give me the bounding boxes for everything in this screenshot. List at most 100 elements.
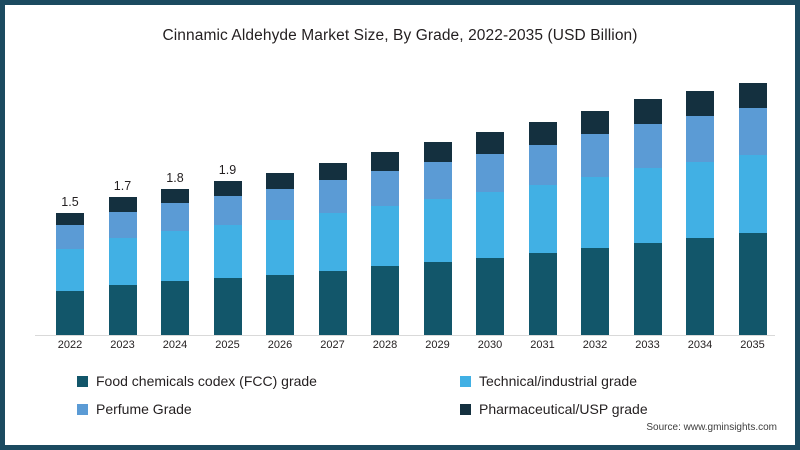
legend-label: Pharmaceutical/USP grade xyxy=(479,401,648,417)
bar-segment[interactable] xyxy=(423,261,452,335)
bar-group[interactable]: 1.9 xyxy=(213,163,242,335)
x-tick-2033: 2033 xyxy=(635,339,660,351)
bar-segment[interactable] xyxy=(266,188,294,220)
bar-value-label: 1.9 xyxy=(218,162,237,177)
bar-segment[interactable] xyxy=(161,188,189,204)
bar-segment[interactable] xyxy=(318,213,347,271)
bar-segment[interactable] xyxy=(633,123,662,169)
bar-group[interactable]: 1.5 xyxy=(56,195,84,335)
bar-segment[interactable] xyxy=(213,180,242,197)
bar-segment[interactable] xyxy=(686,115,714,162)
bar-segment[interactable] xyxy=(371,265,399,335)
bar-segment[interactable] xyxy=(423,161,452,199)
x-tick-2034: 2034 xyxy=(687,339,713,351)
legend-item[interactable]: Perfume Grade xyxy=(77,401,192,417)
bar-segment[interactable] xyxy=(213,196,242,226)
x-tick-2030: 2030 xyxy=(477,339,503,351)
bar-segment[interactable] xyxy=(108,284,137,335)
x-tick-2025: 2025 xyxy=(215,339,240,351)
bar-segment[interactable] xyxy=(528,122,557,145)
bar-stack xyxy=(686,91,714,335)
bar-group[interactable] xyxy=(476,131,504,335)
bar-segment[interactable] xyxy=(633,99,662,124)
bar-group[interactable] xyxy=(528,122,557,335)
bar-group[interactable]: 1.8 xyxy=(161,171,189,335)
bar-stack xyxy=(476,131,504,335)
bar-group[interactable] xyxy=(318,162,347,335)
bar-group[interactable] xyxy=(581,110,609,335)
bar-segment[interactable] xyxy=(476,131,504,154)
bar-segment[interactable] xyxy=(738,155,767,234)
bar-segment[interactable] xyxy=(528,184,557,253)
bar-segment[interactable] xyxy=(423,198,452,262)
bar-segment[interactable] xyxy=(56,291,84,335)
legend-item[interactable]: Pharmaceutical/USP grade xyxy=(460,401,648,417)
bar-stack xyxy=(56,213,84,335)
bar-stack xyxy=(423,141,452,335)
bar-stack xyxy=(371,152,399,335)
bar-segment[interactable] xyxy=(738,83,767,108)
bar-segment[interactable] xyxy=(581,134,609,177)
bar-stack xyxy=(318,162,347,335)
x-tick-2029: 2029 xyxy=(425,339,450,351)
bar-segment[interactable] xyxy=(266,172,294,189)
x-tick-2031: 2031 xyxy=(530,339,555,351)
bar-segment[interactable] xyxy=(476,153,504,192)
bar-segment[interactable] xyxy=(581,110,609,135)
bar-segment[interactable] xyxy=(476,192,504,258)
bar-segment[interactable] xyxy=(266,219,294,275)
bar-stack xyxy=(213,180,242,335)
bar-segment[interactable] xyxy=(266,274,294,335)
bar-segment[interactable] xyxy=(686,161,714,239)
bar-segment[interactable] xyxy=(476,257,504,335)
bar-segment[interactable] xyxy=(738,107,767,156)
bar-group[interactable] xyxy=(738,83,767,335)
bar-segment[interactable] xyxy=(686,238,714,335)
bar-group[interactable] xyxy=(633,99,662,335)
legend-item[interactable]: Technical/industrial grade xyxy=(460,373,637,389)
legend-item[interactable]: Food chemicals codex (FCC) grade xyxy=(77,373,317,389)
bar-segment[interactable] xyxy=(738,233,767,335)
bar-segment[interactable] xyxy=(686,91,714,116)
bar-segment[interactable] xyxy=(108,211,137,238)
bar-segment[interactable] xyxy=(213,225,242,279)
bar-segment[interactable] xyxy=(161,203,189,231)
bar-group[interactable] xyxy=(266,172,294,335)
bar-segment[interactable] xyxy=(161,231,189,282)
bar-segment[interactable] xyxy=(108,196,137,212)
bar-segment[interactable] xyxy=(318,179,347,214)
x-tick-2022: 2022 xyxy=(57,339,83,351)
bar-stack xyxy=(161,188,189,335)
x-axis-line xyxy=(35,335,775,336)
bar-segment[interactable] xyxy=(213,278,242,335)
bar-segment[interactable] xyxy=(108,237,137,285)
legend-label: Technical/industrial grade xyxy=(479,373,637,389)
x-tick-2032: 2032 xyxy=(582,339,608,351)
bar-segment[interactable] xyxy=(371,152,399,171)
bar-segment[interactable] xyxy=(581,248,609,335)
bar-segment[interactable] xyxy=(56,225,84,249)
bar-group[interactable] xyxy=(686,91,714,335)
bar-segment[interactable] xyxy=(633,168,662,244)
bar-group[interactable]: 1.7 xyxy=(108,179,137,335)
bar-group[interactable] xyxy=(423,141,452,335)
bar-segment[interactable] xyxy=(161,281,189,335)
source-attribution: Source: www.gminsights.com xyxy=(646,422,777,433)
bar-segment[interactable] xyxy=(318,162,347,180)
bar-stack xyxy=(738,83,767,335)
bar-segment[interactable] xyxy=(528,252,557,335)
bar-group[interactable] xyxy=(371,152,399,335)
bar-segment[interactable] xyxy=(423,141,452,162)
bar-segment[interactable] xyxy=(581,176,609,249)
chart-legend: Food chemicals codex (FCC) grade Technica… xyxy=(77,373,737,423)
legend-label: Perfume Grade xyxy=(96,401,192,417)
bar-segment[interactable] xyxy=(633,243,662,335)
bar-stack xyxy=(581,110,609,335)
bar-segment[interactable] xyxy=(371,205,399,266)
bar-segment[interactable] xyxy=(318,270,347,335)
bar-segment[interactable] xyxy=(528,144,557,185)
bar-segment[interactable] xyxy=(371,170,399,206)
bar-segment[interactable] xyxy=(56,213,84,226)
bar-segment[interactable] xyxy=(56,248,84,292)
